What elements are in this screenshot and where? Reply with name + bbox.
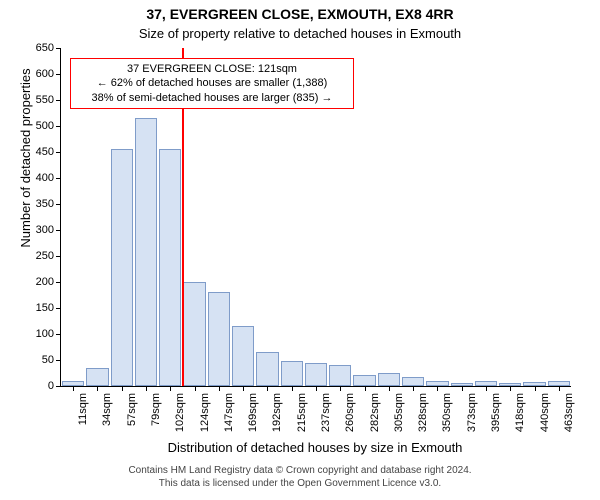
x-tick: [559, 386, 560, 391]
x-tick: [267, 386, 268, 391]
chart-title: 37, EVERGREEN CLOSE, EXMOUTH, EX8 4RR: [0, 6, 600, 22]
y-tick: [56, 386, 61, 387]
y-axis-label: Number of detached properties: [18, 0, 33, 327]
x-tick-label: 395sqm: [490, 393, 502, 432]
y-tick-label: 250: [36, 250, 54, 262]
x-tick: [486, 386, 487, 391]
y-tick-label: 450: [36, 146, 54, 158]
x-tick-label: 215sqm: [296, 393, 308, 432]
x-tick: [73, 386, 74, 391]
bar: [378, 373, 400, 386]
y-tick: [56, 334, 61, 335]
bar: [256, 352, 278, 386]
bar: [208, 292, 230, 386]
x-tick-label: 147sqm: [223, 393, 235, 432]
y-tick-label: 150: [36, 302, 54, 314]
y-tick-label: 0: [48, 380, 54, 392]
x-tick-label: 169sqm: [247, 393, 259, 432]
x-tick: [413, 386, 414, 391]
bar: [159, 149, 181, 386]
x-tick: [437, 386, 438, 391]
y-tick-label: 600: [36, 68, 54, 80]
bar: [305, 363, 327, 386]
bar: [86, 368, 108, 386]
x-tick-label: 11sqm: [77, 393, 89, 425]
y-tick-label: 350: [36, 198, 54, 210]
x-tick-label: 260sqm: [344, 393, 356, 432]
y-tick-label: 500: [36, 120, 54, 132]
x-tick: [243, 386, 244, 391]
x-tick-label: 237sqm: [320, 393, 332, 432]
x-tick: [340, 386, 341, 391]
x-tick-label: 418sqm: [514, 393, 526, 432]
x-tick-label: 282sqm: [369, 393, 381, 432]
x-tick-label: 57sqm: [126, 393, 138, 426]
y-tick: [56, 100, 61, 101]
x-tick: [195, 386, 196, 391]
bar: [402, 377, 424, 386]
y-tick: [56, 204, 61, 205]
x-tick-label: 192sqm: [271, 393, 283, 432]
y-tick-label: 200: [36, 276, 54, 288]
footer-line-1: Contains HM Land Registry data © Crown c…: [0, 464, 600, 477]
x-tick: [510, 386, 511, 391]
x-tick-label: 124sqm: [199, 393, 211, 432]
y-tick: [56, 256, 61, 257]
x-tick: [365, 386, 366, 391]
y-tick: [56, 308, 61, 309]
x-tick: [219, 386, 220, 391]
x-tick-label: 440sqm: [539, 393, 551, 432]
y-tick: [56, 48, 61, 49]
y-tick-label: 400: [36, 172, 54, 184]
x-tick: [146, 386, 147, 391]
bar: [135, 118, 157, 386]
annotation-line: ← 62% of detached houses are smaller (1,…: [77, 76, 347, 90]
bar: [232, 326, 254, 386]
x-tick-label: 305sqm: [393, 393, 405, 432]
annotation-line: 37 EVERGREEN CLOSE: 121sqm: [77, 62, 347, 76]
y-tick: [56, 360, 61, 361]
x-tick: [316, 386, 317, 391]
y-tick: [56, 178, 61, 179]
y-tick-label: 550: [36, 94, 54, 106]
y-tick: [56, 230, 61, 231]
x-tick-label: 328sqm: [417, 393, 429, 432]
bar: [183, 282, 205, 386]
x-tick-label: 34sqm: [101, 393, 113, 426]
y-tick-label: 650: [36, 42, 54, 54]
annotation-box: 37 EVERGREEN CLOSE: 121sqm← 62% of detac…: [70, 58, 354, 109]
y-tick: [56, 152, 61, 153]
x-tick: [389, 386, 390, 391]
x-tick: [170, 386, 171, 391]
x-tick-label: 102sqm: [174, 393, 186, 432]
x-tick: [535, 386, 536, 391]
x-tick-label: 79sqm: [150, 393, 162, 426]
x-tick-label: 463sqm: [563, 393, 575, 432]
bar: [353, 375, 375, 386]
chart-subtitle: Size of property relative to detached ho…: [0, 26, 600, 41]
bar: [111, 149, 133, 386]
bar: [281, 361, 303, 386]
y-tick: [56, 126, 61, 127]
x-tick-label: 350sqm: [441, 393, 453, 432]
y-tick: [56, 282, 61, 283]
x-tick-label: 373sqm: [466, 393, 478, 432]
annotation-line: 38% of semi-detached houses are larger (…: [77, 91, 347, 105]
bar: [329, 365, 351, 386]
x-tick: [122, 386, 123, 391]
y-tick-label: 50: [42, 354, 54, 366]
y-tick-label: 100: [36, 328, 54, 340]
x-tick: [97, 386, 98, 391]
x-tick: [462, 386, 463, 391]
y-tick-label: 300: [36, 224, 54, 236]
x-tick: [292, 386, 293, 391]
x-axis-label: Distribution of detached houses by size …: [60, 440, 570, 455]
chart-container: 37, EVERGREEN CLOSE, EXMOUTH, EX8 4RR Si…: [0, 0, 600, 500]
y-tick: [56, 74, 61, 75]
footer-credits: Contains HM Land Registry data © Crown c…: [0, 464, 600, 490]
footer-line-2: This data is licensed under the Open Gov…: [0, 477, 600, 490]
